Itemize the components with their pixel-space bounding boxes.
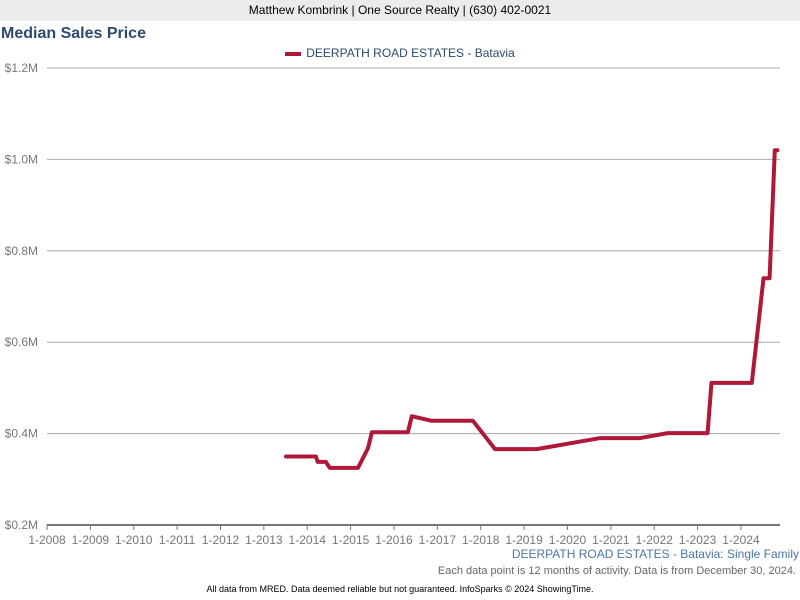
x-tick-label: 1-2022 [636,533,674,547]
x-tick-label: 1-2013 [245,533,283,547]
source-label: DEERPATH ROAD ESTATES - Batavia: Single … [511,547,799,561]
legend-label: DEERPATH ROAD ESTATES - Batavia [306,46,515,60]
x-tick-label: 1-2020 [549,533,587,547]
x-tick-label: 1-2011 [159,533,196,547]
x-tick-label: 1-2015 [332,533,370,547]
x-tick-label: 1-2017 [419,533,457,547]
x-tick-label: 1-2012 [202,533,240,547]
footer: All data from MRED. Data deemed reliable… [206,584,594,594]
y-tick-label: $1.0M [5,152,38,166]
legend: DEERPATH ROAD ESTATES - Batavia [0,46,800,60]
chart-title: Median Sales Price [1,25,146,42]
x-tick-label: 1-2018 [462,533,500,547]
x-tick-label: 1-2023 [679,533,717,547]
x-tick-label: 1-2008 [28,533,66,547]
y-tick-label: $0.8M [5,244,38,258]
y-tick-label: $0.2M [5,518,38,532]
y-tick-label: $1.2M [5,61,38,75]
y-tick-label: $0.4M [5,427,38,441]
x-tick-label: 1-2021 [592,533,630,547]
y-tick-label: $0.6M [5,335,38,349]
series-line [283,148,780,470]
x-tick-label: 1-2014 [289,533,327,547]
x-tick-label: 1-2024 [722,533,760,547]
x-tick-label: 1-2019 [505,533,543,547]
data-note: Each data point is 12 months of activity… [437,565,796,577]
x-tick-label: 1-2010 [115,533,153,547]
x-tick-label: 1-2016 [375,533,413,547]
agent-header: Matthew Kombrink | One Source Realty | (… [0,0,800,21]
x-tick-label: 1-2009 [72,533,110,547]
legend-swatch [285,51,302,56]
